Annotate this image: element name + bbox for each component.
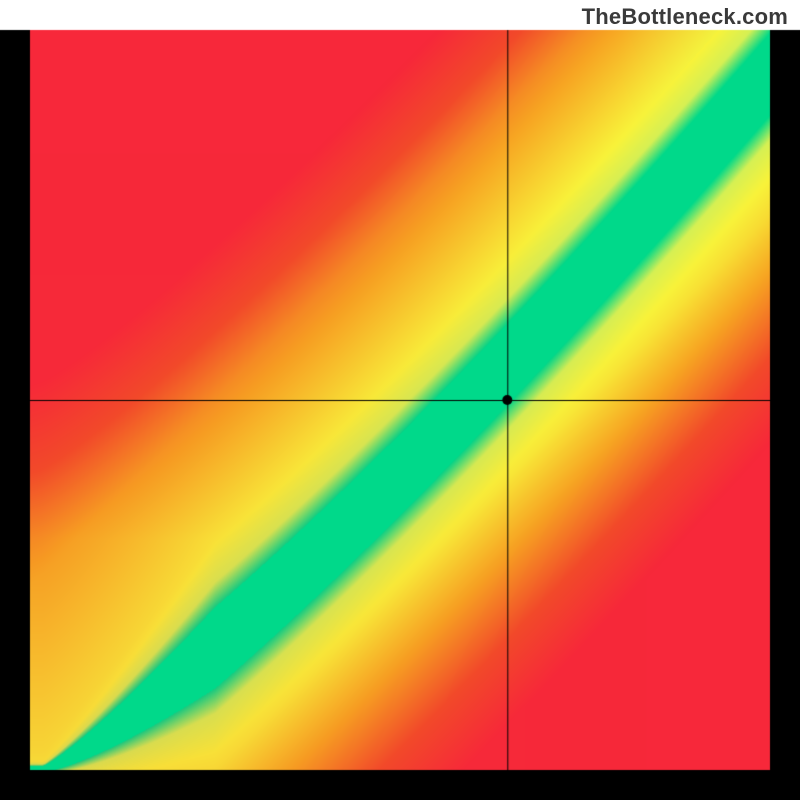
chart-container: TheBottleneck.com (0, 0, 800, 800)
watermark-text: TheBottleneck.com (582, 4, 788, 30)
heatmap-canvas (0, 0, 800, 800)
